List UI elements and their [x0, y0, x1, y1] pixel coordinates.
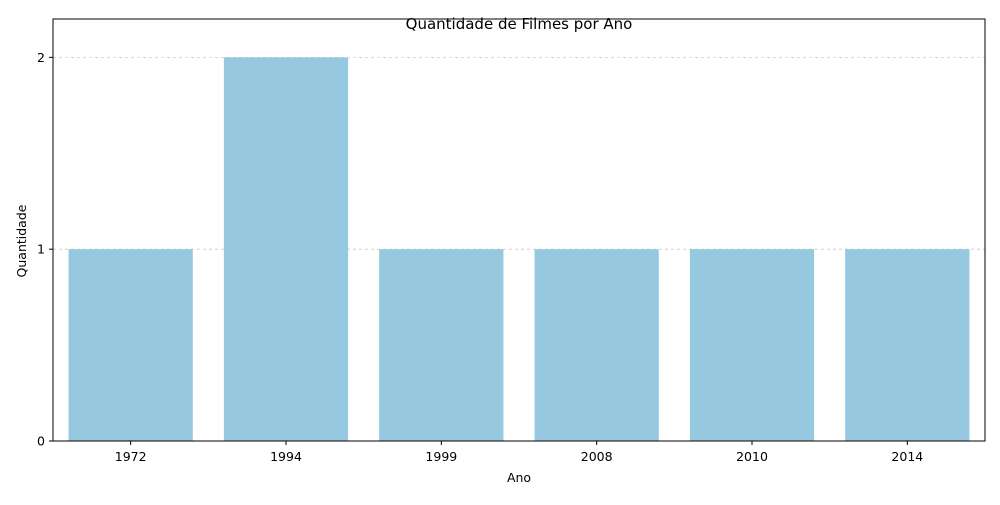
x-tick-label: 2008: [581, 449, 613, 464]
bars-layer: [68, 57, 970, 441]
chart-title: Quantidade de Filmes por Ano: [406, 15, 633, 33]
bar-2010: [689, 249, 815, 441]
x-tick-label: 2010: [736, 449, 768, 464]
y-tick-label: 1: [37, 242, 45, 257]
y-axis-label: Quantidade: [14, 204, 29, 277]
axes-layer: [52, 18, 986, 442]
bar-1999: [379, 249, 504, 441]
bar-1994: [223, 57, 349, 441]
y-tick-label: 2: [37, 50, 45, 65]
x-tick-label: 1999: [425, 449, 457, 464]
x-tick-label: 2014: [891, 449, 923, 464]
bar-2014: [845, 249, 970, 441]
bar-1972: [68, 249, 193, 441]
plot-frame: [52, 18, 986, 442]
ticks-layer: 0 1 2 1972 1994 1999 2008 2010 2014: [37, 50, 923, 464]
grid-layer: [53, 56, 985, 250]
bar-2008: [534, 249, 659, 441]
x-tick-label: 1972: [115, 449, 147, 464]
x-axis-label: Ano: [507, 470, 531, 485]
x-tick-label: 1994: [270, 449, 302, 464]
y-tick-label: 0: [37, 434, 45, 449]
